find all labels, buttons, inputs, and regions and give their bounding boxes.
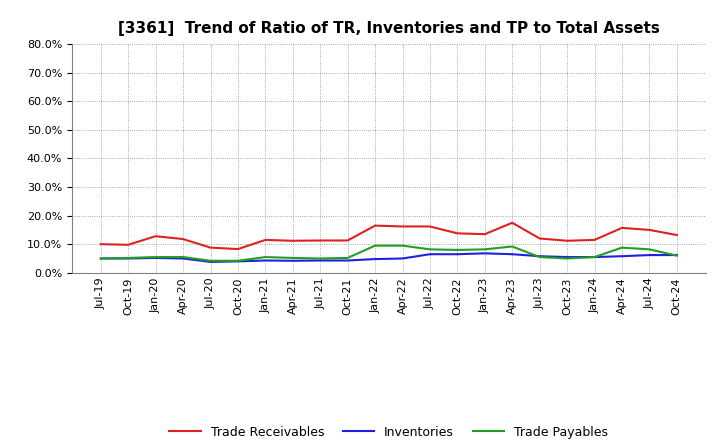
Inventories — [343, 258, 352, 263]
Trade Payables — [233, 258, 242, 264]
Trade Payables — [124, 255, 132, 260]
Trade Payables — [96, 256, 105, 261]
Inventories — [371, 257, 379, 262]
Trade Receivables — [289, 238, 297, 243]
Inventories — [316, 258, 325, 263]
Line: Trade Receivables: Trade Receivables — [101, 223, 677, 249]
Trade Receivables — [453, 231, 462, 236]
Line: Inventories: Inventories — [101, 253, 677, 262]
Inventories — [124, 256, 132, 261]
Trade Receivables — [398, 224, 407, 229]
Inventories — [672, 253, 681, 258]
Trade Payables — [371, 243, 379, 248]
Inventories — [590, 254, 599, 260]
Inventories — [645, 253, 654, 258]
Trade Payables — [398, 243, 407, 248]
Inventories — [96, 256, 105, 261]
Trade Payables — [151, 254, 160, 260]
Inventories — [289, 258, 297, 264]
Trade Payables — [645, 247, 654, 252]
Title: [3361]  Trend of Ratio of TR, Inventories and TP to Total Assets: [3361] Trend of Ratio of TR, Inventories… — [118, 21, 660, 36]
Inventories — [261, 258, 270, 263]
Inventories — [480, 251, 489, 256]
Trade Payables — [179, 254, 187, 260]
Trade Payables — [672, 253, 681, 258]
Trade Receivables — [151, 234, 160, 239]
Inventories — [536, 253, 544, 259]
Trade Payables — [426, 247, 434, 252]
Inventories — [233, 259, 242, 264]
Inventories — [508, 252, 516, 257]
Trade Payables — [261, 254, 270, 260]
Inventories — [618, 253, 626, 259]
Trade Receivables — [371, 223, 379, 228]
Trade Payables — [618, 245, 626, 250]
Trade Receivables — [206, 245, 215, 250]
Trade Payables — [590, 254, 599, 260]
Trade Receivables — [618, 225, 626, 231]
Line: Trade Payables: Trade Payables — [101, 246, 677, 261]
Inventories — [206, 259, 215, 264]
Trade Receivables — [645, 227, 654, 232]
Trade Payables — [343, 255, 352, 260]
Trade Receivables — [508, 220, 516, 225]
Trade Receivables — [179, 236, 187, 242]
Trade Receivables — [124, 242, 132, 247]
Trade Receivables — [590, 237, 599, 242]
Trade Payables — [480, 247, 489, 252]
Inventories — [398, 256, 407, 261]
Trade Receivables — [261, 237, 270, 242]
Inventories — [453, 252, 462, 257]
Trade Payables — [453, 247, 462, 253]
Trade Receivables — [536, 236, 544, 241]
Trade Payables — [316, 256, 325, 261]
Trade Receivables — [343, 238, 352, 243]
Trade Receivables — [672, 232, 681, 238]
Inventories — [151, 255, 160, 260]
Inventories — [563, 254, 572, 260]
Inventories — [426, 252, 434, 257]
Inventories — [179, 256, 187, 261]
Trade Receivables — [480, 231, 489, 237]
Legend: Trade Receivables, Inventories, Trade Payables: Trade Receivables, Inventories, Trade Pa… — [164, 421, 613, 440]
Trade Payables — [508, 244, 516, 249]
Trade Receivables — [233, 246, 242, 252]
Trade Payables — [563, 256, 572, 261]
Trade Receivables — [563, 238, 572, 243]
Trade Receivables — [316, 238, 325, 243]
Trade Payables — [536, 254, 544, 260]
Trade Payables — [289, 255, 297, 260]
Trade Receivables — [96, 242, 105, 247]
Trade Payables — [206, 258, 215, 264]
Trade Receivables — [426, 224, 434, 229]
